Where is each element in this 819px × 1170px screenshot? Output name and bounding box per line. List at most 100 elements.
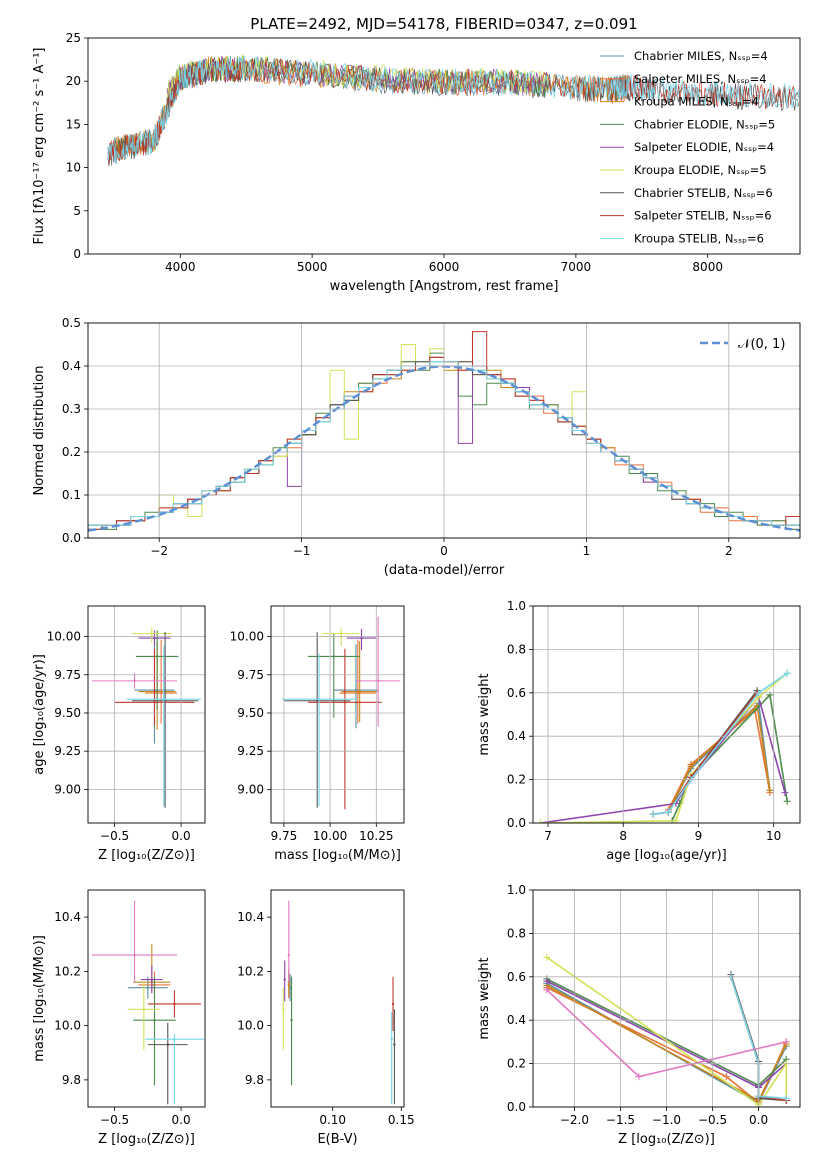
axes-frame	[87, 322, 801, 539]
data-point	[173, 1037, 176, 1041]
y-tick-label: 9.50	[54, 706, 81, 720]
weight-marker	[722, 1073, 730, 1081]
data-point	[133, 679, 136, 683]
x-axis-label: mass [log₁₀(M/M⊙)]	[274, 848, 401, 863]
x-tick-label: 2	[725, 544, 733, 558]
data-point	[287, 953, 291, 957]
y-tick-label: 1.0	[507, 599, 526, 613]
x-tick-label: 0.10	[319, 1113, 346, 1127]
y-tick-label: 9.25	[237, 744, 264, 758]
y-axis-label: Normed distribution	[32, 366, 47, 496]
data-point	[133, 953, 136, 957]
x-tick-label: 10	[766, 829, 781, 843]
y-tick-label: 9.75	[54, 668, 81, 682]
histogram-step	[88, 361, 800, 526]
x-axis-label: Z [log₁₀(Z/Z⊙)]	[98, 848, 195, 863]
data-point	[391, 1002, 395, 1006]
y-tick-label: 0.6	[507, 686, 526, 700]
legend-label: Salpeter STELIB, Nₛₛₚ=6	[634, 209, 772, 223]
data-point	[155, 655, 159, 658]
x-tick-label: −0.5	[100, 1113, 129, 1127]
y-tick-label: 10	[66, 161, 81, 175]
y-tick-label: 0.4	[62, 359, 81, 373]
x-tick-label: 5000	[297, 260, 328, 274]
x-tick-label: 7	[544, 829, 552, 843]
data-point	[153, 701, 156, 704]
y-tick-label: 9.8	[245, 1073, 264, 1087]
legend: Chabrier MILES, Nₛₛₚ=4 Salpeter MILES, Nₛ…	[600, 49, 775, 245]
data-point	[376, 679, 380, 683]
weight-marker	[543, 986, 551, 994]
x-axis-label: Z [log₁₀(Z/Z⊙)]	[98, 1132, 195, 1147]
y-tick-label: 20	[66, 74, 81, 88]
x-tick-label: 9	[695, 829, 703, 843]
plot-area	[91, 627, 202, 808]
data-point	[393, 1043, 396, 1046]
weight-marker	[687, 763, 695, 771]
legend-label: Kroupa ELODIE, Nₛₛₚ=5	[634, 163, 767, 177]
x-axis-label: E(B-V)	[317, 1132, 357, 1147]
data-point	[162, 698, 165, 701]
data-point	[173, 1002, 176, 1006]
y-tick-label: 9.00	[54, 782, 81, 796]
y-tick-label: 15	[66, 117, 81, 131]
x-tick-label: 8000	[692, 260, 723, 274]
x-tick-label: −2	[150, 544, 168, 558]
data-point	[354, 688, 358, 692]
legend-label: Salpeter ELODIE, Nₛₛₚ=4	[634, 140, 774, 154]
x-tick-label: 0.0	[172, 1113, 191, 1127]
y-tick-label: 5	[73, 204, 81, 218]
y-tick-label: 0.0	[62, 531, 81, 545]
x-tick-label: −1	[293, 544, 311, 558]
panel-spectrum: 4000 5000 6000 7000 8000 0 5 10 15 20 25 PLATE=2492…	[32, 15, 801, 294]
y-tick-label: 10.4	[54, 910, 81, 924]
weight-marker	[543, 977, 551, 985]
data-point	[150, 632, 154, 635]
weight-marker	[543, 953, 551, 961]
data-point	[146, 986, 150, 989]
weight-marker	[635, 1073, 643, 1081]
y-tick-label: 10.4	[237, 910, 264, 924]
data-point	[332, 655, 336, 658]
axes-frame	[270, 605, 405, 824]
data-point	[142, 1008, 146, 1011]
axes-frame	[532, 889, 801, 1108]
data-point	[358, 690, 361, 693]
data-point	[360, 636, 363, 640]
weight-marker	[782, 1094, 790, 1102]
y-axis-label: age [log₁₀(age/yr)]	[32, 654, 47, 775]
data-point	[159, 691, 163, 695]
y-tick-label: 0.4	[507, 1013, 526, 1027]
plot-area	[282, 616, 401, 810]
data-point	[153, 636, 156, 640]
x-tick-label: 10.00	[313, 829, 347, 843]
plot-area	[107, 53, 800, 167]
weight-line	[671, 693, 788, 822]
x-tick-label: 1	[583, 544, 591, 558]
weight-marker	[783, 669, 791, 677]
x-tick-label: 6000	[429, 260, 460, 274]
panel-age-vs-mass: 9.75 10.00 10.25 9.00 9.25 9.50 9.75 10.00 mass …	[230, 605, 405, 863]
data-point	[290, 1019, 293, 1022]
y-tick-label: 9.00	[237, 782, 264, 796]
y-axis-label: Flux [fλ10⁻¹⁷ erg cm⁻² s⁻¹ A⁻¹]	[32, 48, 47, 245]
x-tick-label: −0.5	[698, 1113, 727, 1127]
data-point	[315, 699, 319, 702]
plot-area	[537, 669, 791, 823]
data-point	[343, 701, 347, 704]
y-tick-label: 10.2	[237, 964, 264, 978]
axes-frame	[87, 37, 801, 255]
x-tick-label: −1.5	[606, 1113, 635, 1127]
panel-mass-vs-ebv: 0.10 0.15 9.8 10.0 10.2 10.4 E(B-V)	[237, 889, 415, 1147]
spectrum-line	[107, 57, 800, 164]
axes-frame	[532, 605, 801, 824]
data-point	[288, 986, 292, 989]
panel-mass-vs-z: −0.5 0.0 9.8 10.0 10.2 10.4 Z [log₁₀(Z/Z⊙)] mas…	[32, 889, 206, 1147]
plot-area	[91, 900, 204, 1105]
x-tick-label: −1.0	[652, 1113, 681, 1127]
x-tick-label: 0.15	[388, 1113, 415, 1127]
x-axis-label: Z [log₁₀(Z/Z⊙)]	[618, 1132, 715, 1147]
data-point	[150, 978, 154, 981]
y-tick-label: 0.0	[507, 1100, 526, 1114]
data-point	[356, 691, 360, 695]
